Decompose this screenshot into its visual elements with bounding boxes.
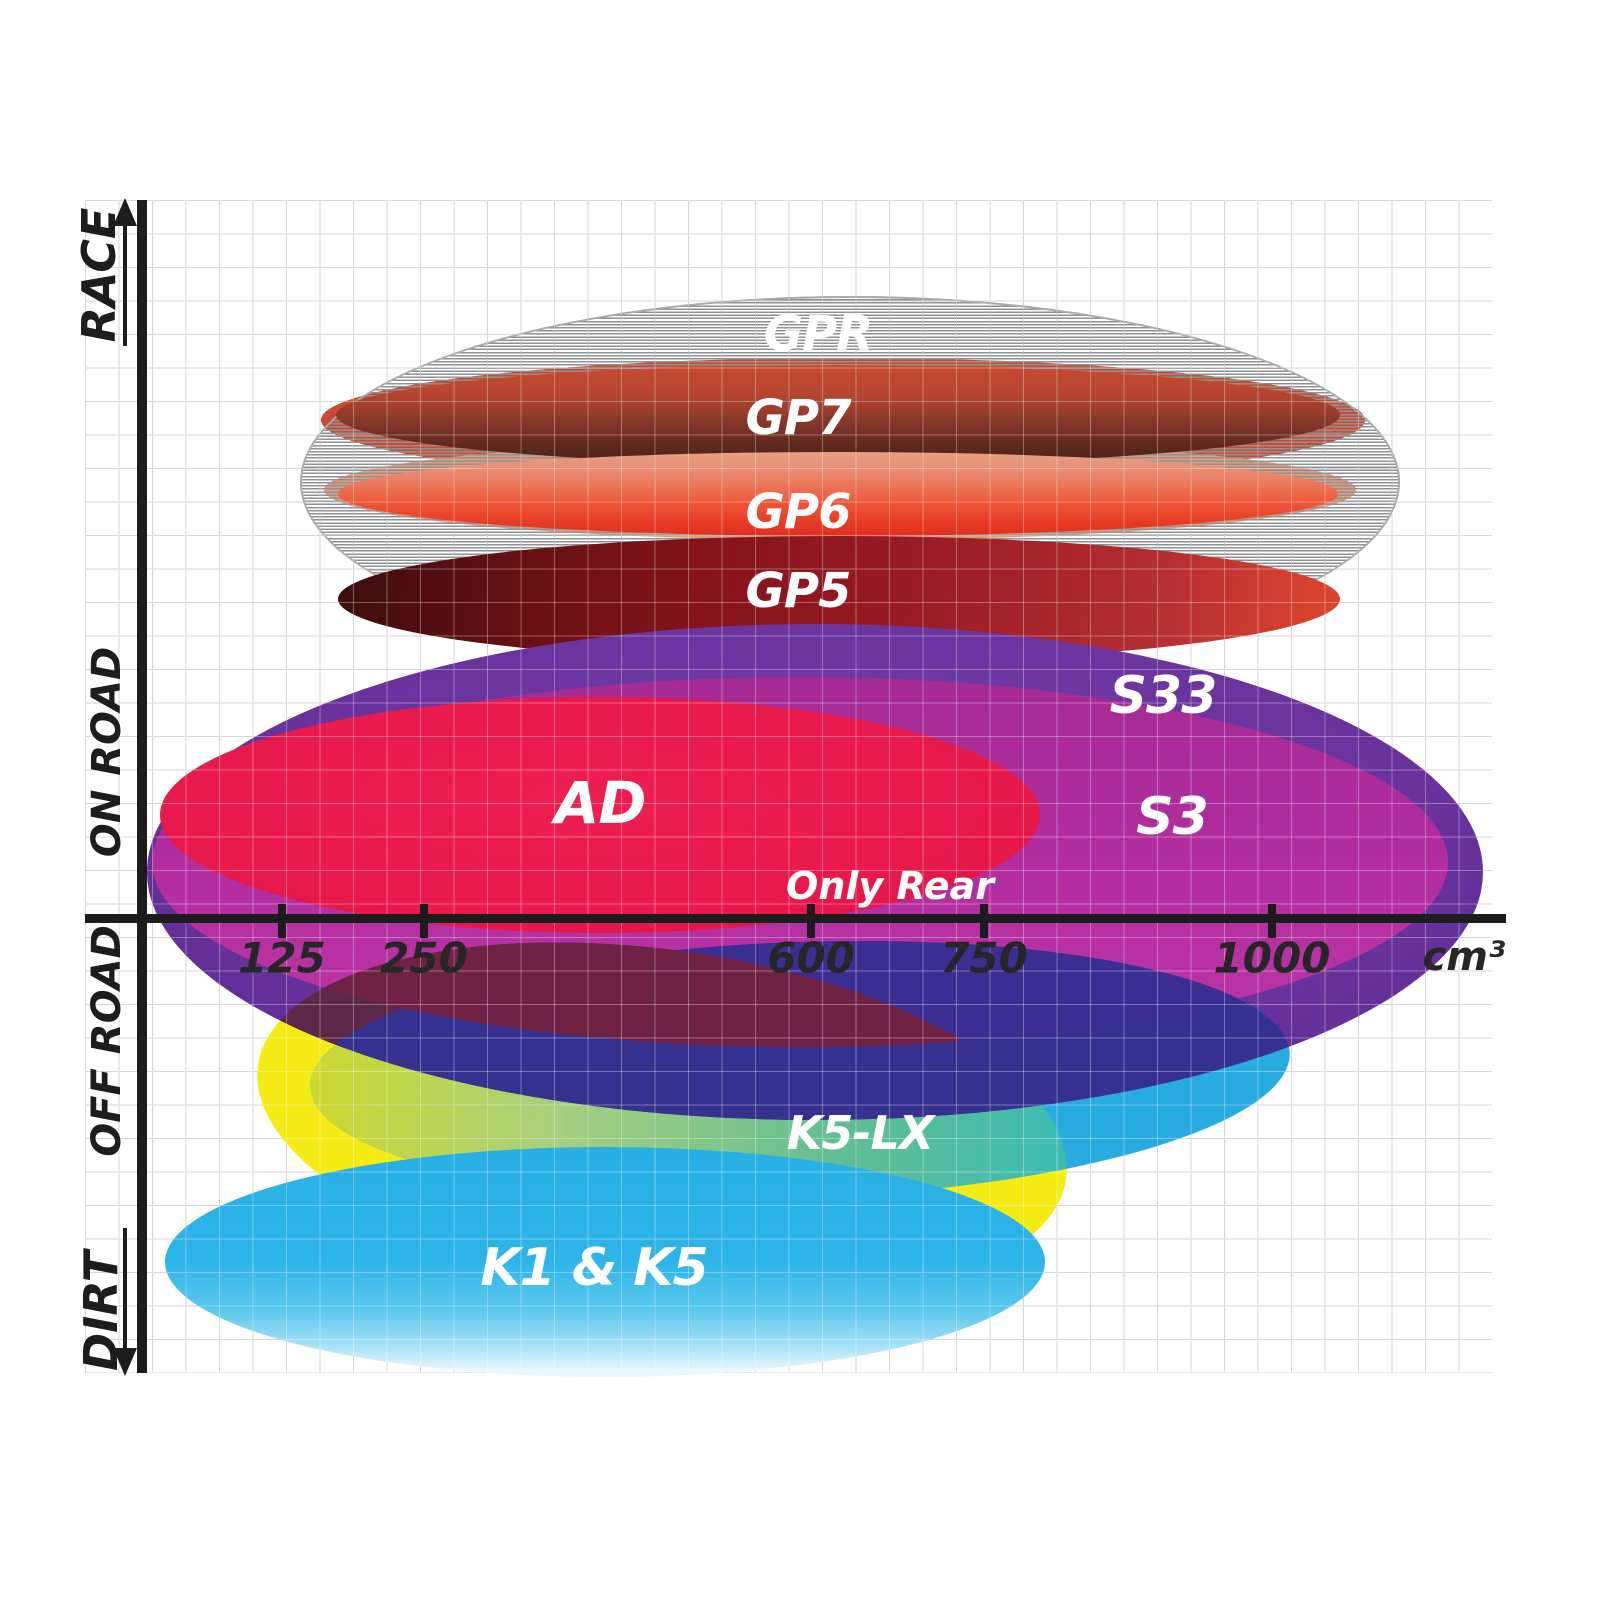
label-k5lx: K5-LX xyxy=(786,1106,935,1160)
tick-1000 xyxy=(1268,904,1276,938)
label-s33: S33 xyxy=(1109,666,1218,726)
label-s3: S3 xyxy=(1136,787,1209,847)
y-band-label-dirt: DIRT xyxy=(74,1250,128,1372)
x-tick-label-125: 125 xyxy=(238,933,326,983)
label-gpr: GPR xyxy=(763,306,874,362)
region-gp6 xyxy=(338,452,1338,536)
y-axis-line xyxy=(137,200,147,1373)
y-band-label-race: RACE xyxy=(72,207,126,343)
x-tick-label-1000: 1000 xyxy=(1213,933,1331,983)
x-tick-label-600: 600 xyxy=(767,933,855,983)
region-gp7 xyxy=(336,365,1340,465)
x-tick-label-750: 750 xyxy=(940,933,1028,983)
x-axis-unit-label: cm³ xyxy=(1422,934,1506,980)
race-arrow-line xyxy=(123,220,127,346)
dirt-arrow-line xyxy=(123,1228,127,1352)
y-band-label-offroad: OFF ROAD xyxy=(84,925,130,1157)
label-ad: AD xyxy=(554,769,646,837)
label-gp7: GP7 xyxy=(745,390,852,446)
y-band-label-onroad: ON ROAD xyxy=(84,646,130,858)
race-arrow-up-icon xyxy=(113,198,137,226)
region-ad xyxy=(160,697,1040,933)
label-only-rear: Only Rear xyxy=(786,864,994,908)
x-axis-line xyxy=(85,914,1506,923)
label-gp6: GP6 xyxy=(745,484,852,540)
label-k1k5: K1 & K5 xyxy=(480,1238,709,1298)
dirt-arrow-down-icon xyxy=(113,1348,137,1376)
label-gp5: GP5 xyxy=(745,563,852,619)
x-tick-label-250: 250 xyxy=(380,933,468,983)
